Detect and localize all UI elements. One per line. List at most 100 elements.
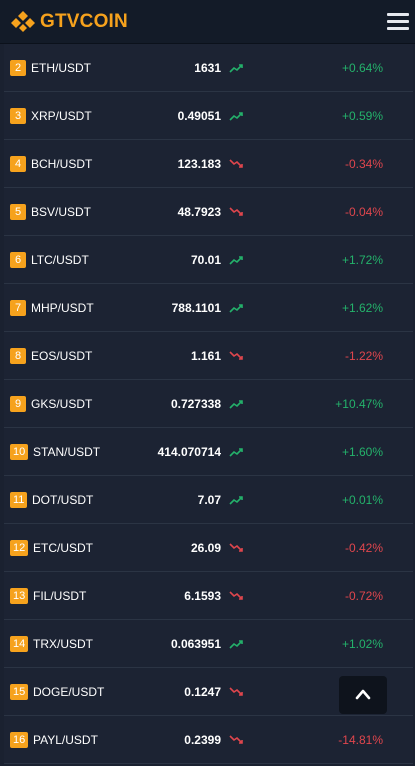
price-cell: 70.01 bbox=[4, 252, 413, 268]
change-percent: +1.62% bbox=[341, 301, 383, 315]
pair-name: STAN/USDT bbox=[33, 445, 101, 459]
rank-badge: 12 bbox=[10, 540, 29, 556]
ticker-row[interactable]: 10 STAN/USDT 414.070714 +1.60% bbox=[4, 428, 413, 476]
brand-logo[interactable]: GTVCOIN bbox=[10, 10, 128, 34]
ticker-row[interactable]: 14 TRX/USDT 0.063951 +1.02% bbox=[4, 620, 413, 668]
price-cell: 7.07 bbox=[4, 492, 413, 508]
pair-name: TRX/USDT bbox=[33, 637, 93, 651]
pair-name: DOT/USDT bbox=[32, 493, 94, 507]
rank-badge: 14 bbox=[10, 636, 29, 652]
change-percent: +1.02% bbox=[341, 637, 383, 651]
price-cell: 0.727338 bbox=[4, 396, 413, 412]
pair-name: LTC/USDT bbox=[31, 253, 89, 267]
trend-up-icon bbox=[229, 448, 243, 457]
ticker-row[interactable]: 13 FIL/USDT 6.1593 -0.72% bbox=[4, 572, 413, 620]
ticker-row[interactable]: 2 ETH/USDT 1631 +0.64% bbox=[4, 44, 413, 92]
ticker-row[interactable]: 12 ETC/USDT 26.09 -0.42% bbox=[4, 524, 413, 572]
price-cell: 0.1247 bbox=[4, 684, 413, 700]
rank-badge: 13 bbox=[10, 588, 29, 604]
last-price: 48.7923 bbox=[177, 205, 221, 219]
last-price: 26.09 bbox=[190, 541, 221, 555]
scroll-to-top-button[interactable] bbox=[339, 676, 387, 714]
rank-badge: 2 bbox=[10, 60, 26, 76]
change-percent: -0.04% bbox=[344, 205, 383, 219]
change-percent: -1.22% bbox=[344, 349, 383, 363]
rank-badge: 8 bbox=[10, 348, 26, 364]
trend-down-icon bbox=[229, 543, 243, 552]
change-percent: +10.47% bbox=[335, 397, 383, 411]
pair-name: GKS/USDT bbox=[31, 397, 93, 411]
ticker-list: 2 ETH/USDT 1631 +0.64% 3 XRP/USDT 0.49051 +0.59… bbox=[4, 44, 413, 764]
hamburger-menu-icon[interactable] bbox=[387, 13, 409, 31]
trend-up-icon bbox=[229, 64, 243, 73]
ticker-row[interactable]: 6 LTC/USDT 70.01 +1.72% bbox=[4, 236, 413, 284]
rank-badge: 15 bbox=[10, 684, 29, 700]
price-cell: 26.09 bbox=[4, 540, 413, 556]
price-cell: 414.070714 bbox=[4, 444, 413, 460]
pair-name: FIL/USDT bbox=[33, 589, 87, 603]
last-price: 0.2399 bbox=[184, 733, 221, 747]
pair-name: PAYL/USDT bbox=[33, 733, 98, 747]
last-price: 1.161 bbox=[190, 349, 221, 363]
pair-name: BSV/USDT bbox=[31, 205, 92, 219]
change-percent: +0.01% bbox=[341, 493, 383, 507]
last-price: 0.1247 bbox=[184, 685, 221, 699]
ticker-row[interactable]: 16 PAYL/USDT 0.2399 -14.81% bbox=[4, 716, 413, 764]
trend-down-icon bbox=[229, 207, 243, 216]
trend-down-icon bbox=[229, 687, 243, 696]
ticker-row[interactable]: 4 BCH/USDT 123.183 -0.34% bbox=[4, 140, 413, 188]
trend-up-icon bbox=[229, 304, 243, 313]
trend-down-icon bbox=[229, 735, 243, 744]
change-percent: -14.81% bbox=[338, 733, 383, 747]
rank-badge: 10 bbox=[10, 444, 29, 460]
change-percent: -0.34% bbox=[344, 157, 383, 171]
logo-icon bbox=[11, 11, 35, 32]
trend-up-icon bbox=[229, 256, 243, 265]
price-cell: 1631 bbox=[4, 60, 413, 76]
price-cell: 1.161 bbox=[4, 348, 413, 364]
trend-up-icon bbox=[229, 400, 243, 409]
ticker-row[interactable]: 8 EOS/USDT 1.161 -1.22% bbox=[4, 332, 413, 380]
last-price: 0.063951 bbox=[170, 637, 221, 651]
last-price: 0.49051 bbox=[177, 109, 221, 123]
last-price: 1631 bbox=[194, 61, 221, 75]
price-cell: 0.2399 bbox=[4, 732, 413, 748]
trend-up-icon bbox=[229, 640, 243, 649]
ticker-row[interactable]: 5 BSV/USDT 48.7923 -0.04% bbox=[4, 188, 413, 236]
rank-badge: 11 bbox=[10, 492, 28, 508]
last-price: 414.070714 bbox=[157, 445, 221, 459]
last-price: 7.07 bbox=[197, 493, 221, 507]
rank-badge: 4 bbox=[10, 156, 26, 172]
pair-name: XRP/USDT bbox=[31, 109, 92, 123]
pair-name: ETH/USDT bbox=[31, 61, 91, 75]
last-price: 123.183 bbox=[177, 157, 221, 171]
change-percent: -0.72% bbox=[344, 589, 383, 603]
price-cell: 0.063951 bbox=[4, 636, 413, 652]
logo-text: GTVCOIN bbox=[40, 11, 128, 32]
rank-badge: 6 bbox=[10, 252, 26, 268]
ticker-row[interactable]: 11 DOT/USDT 7.07 +0.01% bbox=[4, 476, 413, 524]
last-price: 6.1593 bbox=[184, 589, 221, 603]
trend-up-icon bbox=[229, 112, 243, 121]
rank-badge: 7 bbox=[10, 300, 26, 316]
price-cell: 0.49051 bbox=[4, 108, 413, 124]
pair-name: BCH/USDT bbox=[31, 157, 93, 171]
trend-down-icon bbox=[229, 591, 243, 600]
pair-name: EOS/USDT bbox=[31, 349, 93, 363]
change-percent: +0.59% bbox=[341, 109, 383, 123]
rank-badge: 9 bbox=[10, 396, 26, 412]
ticker-row[interactable]: 7 MHP/USDT 788.1101 +1.62% bbox=[4, 284, 413, 332]
rank-badge: 5 bbox=[10, 204, 26, 220]
price-cell: 123.183 bbox=[4, 156, 413, 172]
rank-badge: 3 bbox=[10, 108, 26, 124]
ticker-row[interactable]: 3 XRP/USDT 0.49051 +0.59% bbox=[4, 92, 413, 140]
pair-name: ETC/USDT bbox=[33, 541, 93, 555]
pair-name: DOGE/USDT bbox=[33, 685, 105, 699]
price-cell: 6.1593 bbox=[4, 588, 413, 604]
change-percent: +0.64% bbox=[341, 61, 383, 75]
last-price: 788.1101 bbox=[171, 301, 221, 315]
change-percent: -0.42% bbox=[344, 541, 383, 555]
ticker-row[interactable]: 9 GKS/USDT 0.727338 +10.47% bbox=[4, 380, 413, 428]
trend-up-icon bbox=[229, 496, 243, 505]
trend-down-icon bbox=[229, 159, 243, 168]
